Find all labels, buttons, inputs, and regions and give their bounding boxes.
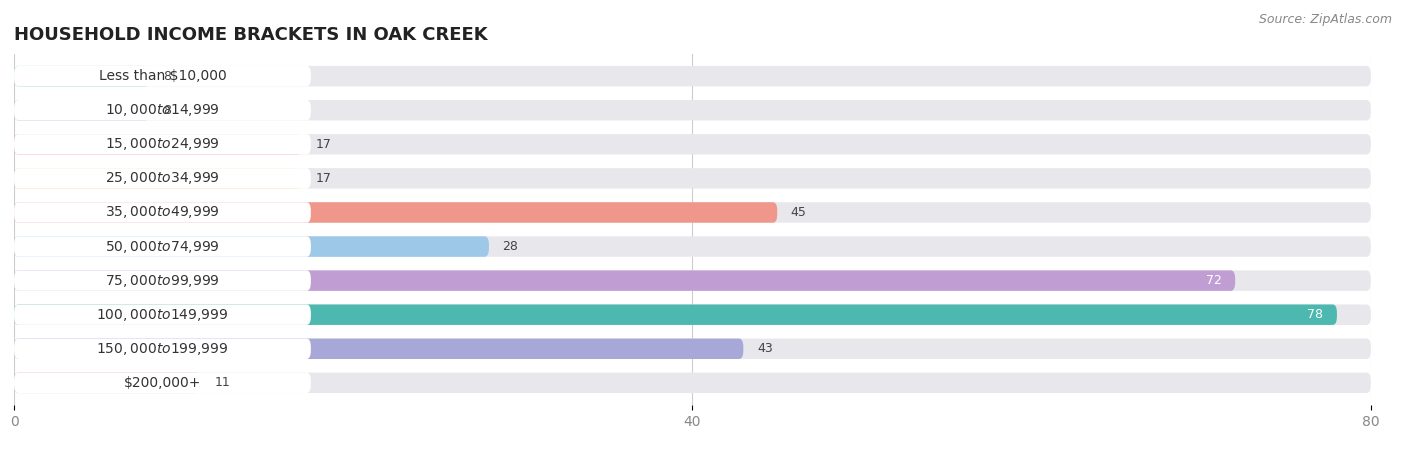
Text: Source: ZipAtlas.com: Source: ZipAtlas.com — [1258, 14, 1392, 27]
Text: $10,000 to $14,999: $10,000 to $14,999 — [105, 102, 219, 118]
Text: HOUSEHOLD INCOME BRACKETS IN OAK CREEK: HOUSEHOLD INCOME BRACKETS IN OAK CREEK — [14, 26, 488, 44]
FancyBboxPatch shape — [14, 168, 1371, 189]
FancyBboxPatch shape — [14, 134, 302, 154]
FancyBboxPatch shape — [14, 373, 1371, 393]
FancyBboxPatch shape — [14, 305, 1337, 325]
FancyBboxPatch shape — [14, 134, 1371, 154]
FancyBboxPatch shape — [14, 338, 1371, 359]
Text: 28: 28 — [502, 240, 519, 253]
Text: $35,000 to $49,999: $35,000 to $49,999 — [105, 204, 219, 220]
FancyBboxPatch shape — [14, 100, 311, 121]
Text: 45: 45 — [790, 206, 807, 219]
Text: $75,000 to $99,999: $75,000 to $99,999 — [105, 273, 219, 288]
Text: $15,000 to $24,999: $15,000 to $24,999 — [105, 136, 219, 152]
Text: Less than $10,000: Less than $10,000 — [98, 69, 226, 83]
Text: $50,000 to $74,999: $50,000 to $74,999 — [105, 238, 219, 255]
Text: 43: 43 — [756, 342, 773, 355]
Text: 17: 17 — [316, 138, 332, 151]
Text: $100,000 to $149,999: $100,000 to $149,999 — [96, 307, 229, 323]
FancyBboxPatch shape — [14, 168, 311, 189]
FancyBboxPatch shape — [14, 100, 1371, 121]
FancyBboxPatch shape — [14, 236, 1371, 257]
Text: $200,000+: $200,000+ — [124, 376, 201, 390]
FancyBboxPatch shape — [14, 66, 150, 86]
FancyBboxPatch shape — [14, 270, 311, 291]
FancyBboxPatch shape — [14, 100, 150, 121]
Text: 8: 8 — [163, 104, 172, 117]
Text: 78: 78 — [1308, 308, 1323, 321]
FancyBboxPatch shape — [14, 373, 311, 393]
FancyBboxPatch shape — [14, 373, 201, 393]
FancyBboxPatch shape — [14, 270, 1371, 291]
Text: 72: 72 — [1206, 274, 1222, 287]
Text: $150,000 to $199,999: $150,000 to $199,999 — [96, 341, 229, 357]
FancyBboxPatch shape — [14, 202, 311, 223]
FancyBboxPatch shape — [14, 202, 1371, 223]
FancyBboxPatch shape — [14, 236, 311, 257]
FancyBboxPatch shape — [14, 338, 744, 359]
FancyBboxPatch shape — [14, 338, 311, 359]
FancyBboxPatch shape — [14, 168, 302, 189]
FancyBboxPatch shape — [14, 236, 489, 257]
Text: 8: 8 — [163, 70, 172, 83]
Text: 11: 11 — [214, 376, 231, 389]
FancyBboxPatch shape — [14, 134, 311, 154]
FancyBboxPatch shape — [14, 66, 1371, 86]
FancyBboxPatch shape — [14, 305, 311, 325]
FancyBboxPatch shape — [14, 270, 1236, 291]
Text: $25,000 to $34,999: $25,000 to $34,999 — [105, 171, 219, 186]
Text: 17: 17 — [316, 172, 332, 185]
FancyBboxPatch shape — [14, 202, 778, 223]
FancyBboxPatch shape — [14, 66, 311, 86]
FancyBboxPatch shape — [14, 305, 1371, 325]
